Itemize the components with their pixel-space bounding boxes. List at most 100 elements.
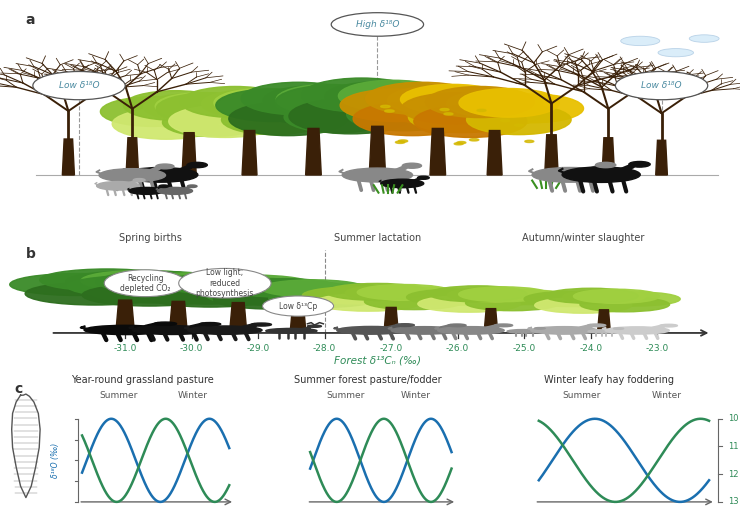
Ellipse shape xyxy=(594,292,680,306)
Ellipse shape xyxy=(179,268,271,298)
Polygon shape xyxy=(126,138,138,175)
Ellipse shape xyxy=(40,269,175,291)
Ellipse shape xyxy=(342,168,413,182)
Ellipse shape xyxy=(616,71,707,100)
Ellipse shape xyxy=(628,332,640,333)
Ellipse shape xyxy=(112,188,120,189)
Text: Summer forest pasture/fodder: Summer forest pasture/fodder xyxy=(295,375,442,385)
Ellipse shape xyxy=(397,186,404,187)
Ellipse shape xyxy=(101,97,204,127)
Ellipse shape xyxy=(84,325,166,334)
Ellipse shape xyxy=(483,94,584,123)
Ellipse shape xyxy=(188,326,262,334)
Ellipse shape xyxy=(163,108,262,136)
Ellipse shape xyxy=(332,13,423,36)
Ellipse shape xyxy=(469,139,479,141)
Ellipse shape xyxy=(362,332,374,333)
Text: Low δ¹³Cp: Low δ¹³Cp xyxy=(279,301,317,311)
Ellipse shape xyxy=(121,280,235,299)
Ellipse shape xyxy=(337,326,406,334)
Ellipse shape xyxy=(276,84,381,114)
Ellipse shape xyxy=(388,86,488,115)
Ellipse shape xyxy=(365,86,475,118)
Text: 10: 10 xyxy=(728,414,739,423)
Polygon shape xyxy=(369,126,386,175)
Ellipse shape xyxy=(124,178,135,181)
Polygon shape xyxy=(487,131,502,175)
Text: c: c xyxy=(14,382,22,396)
Text: -28.0: -28.0 xyxy=(313,344,336,353)
Text: Winter: Winter xyxy=(178,391,207,400)
Ellipse shape xyxy=(428,286,527,302)
Ellipse shape xyxy=(221,105,326,134)
Ellipse shape xyxy=(112,109,220,139)
Ellipse shape xyxy=(104,270,186,297)
Text: -31.0: -31.0 xyxy=(113,344,137,353)
Ellipse shape xyxy=(284,101,394,133)
Ellipse shape xyxy=(206,286,326,305)
Ellipse shape xyxy=(201,282,314,301)
Ellipse shape xyxy=(156,164,174,169)
Ellipse shape xyxy=(689,35,719,42)
Ellipse shape xyxy=(444,117,454,119)
Ellipse shape xyxy=(562,167,640,183)
Ellipse shape xyxy=(591,178,605,181)
Polygon shape xyxy=(484,309,498,331)
Polygon shape xyxy=(62,139,75,175)
Ellipse shape xyxy=(161,332,175,334)
Ellipse shape xyxy=(514,124,523,126)
Ellipse shape xyxy=(229,102,347,135)
Ellipse shape xyxy=(481,290,571,305)
Ellipse shape xyxy=(169,105,282,138)
Ellipse shape xyxy=(388,96,488,125)
Ellipse shape xyxy=(353,102,471,135)
Ellipse shape xyxy=(124,90,227,120)
Polygon shape xyxy=(602,138,614,175)
Ellipse shape xyxy=(66,278,184,298)
Ellipse shape xyxy=(67,276,197,297)
Polygon shape xyxy=(306,128,321,175)
Polygon shape xyxy=(229,302,246,331)
Text: High δ¹⁸O: High δ¹⁸O xyxy=(356,20,399,29)
Ellipse shape xyxy=(438,327,504,334)
Ellipse shape xyxy=(144,94,235,120)
Ellipse shape xyxy=(66,271,184,291)
Ellipse shape xyxy=(347,98,461,131)
Ellipse shape xyxy=(426,90,531,120)
Ellipse shape xyxy=(155,93,251,120)
Ellipse shape xyxy=(524,292,617,307)
Ellipse shape xyxy=(400,84,505,114)
Text: a: a xyxy=(26,13,36,27)
Ellipse shape xyxy=(658,49,693,57)
Ellipse shape xyxy=(326,283,429,300)
Ellipse shape xyxy=(532,168,606,182)
Ellipse shape xyxy=(307,325,321,327)
Ellipse shape xyxy=(216,89,330,121)
Ellipse shape xyxy=(275,85,394,119)
Text: Spring births: Spring births xyxy=(118,233,181,243)
Ellipse shape xyxy=(494,324,513,327)
Ellipse shape xyxy=(340,89,454,121)
Polygon shape xyxy=(384,308,398,331)
Ellipse shape xyxy=(555,332,567,333)
Ellipse shape xyxy=(605,327,669,334)
Ellipse shape xyxy=(501,119,510,121)
Ellipse shape xyxy=(248,281,349,297)
Ellipse shape xyxy=(303,287,406,304)
Ellipse shape xyxy=(459,287,549,302)
Ellipse shape xyxy=(213,290,332,309)
Ellipse shape xyxy=(129,187,164,194)
Ellipse shape xyxy=(414,105,527,138)
Ellipse shape xyxy=(142,192,148,194)
Ellipse shape xyxy=(660,324,677,327)
Ellipse shape xyxy=(545,288,638,303)
Text: b: b xyxy=(26,247,36,261)
Ellipse shape xyxy=(165,277,284,296)
Ellipse shape xyxy=(444,113,453,115)
Ellipse shape xyxy=(238,94,338,123)
Ellipse shape xyxy=(507,329,541,333)
Ellipse shape xyxy=(132,326,211,334)
Text: Winter: Winter xyxy=(651,391,682,400)
Ellipse shape xyxy=(215,332,228,333)
Ellipse shape xyxy=(563,295,645,308)
